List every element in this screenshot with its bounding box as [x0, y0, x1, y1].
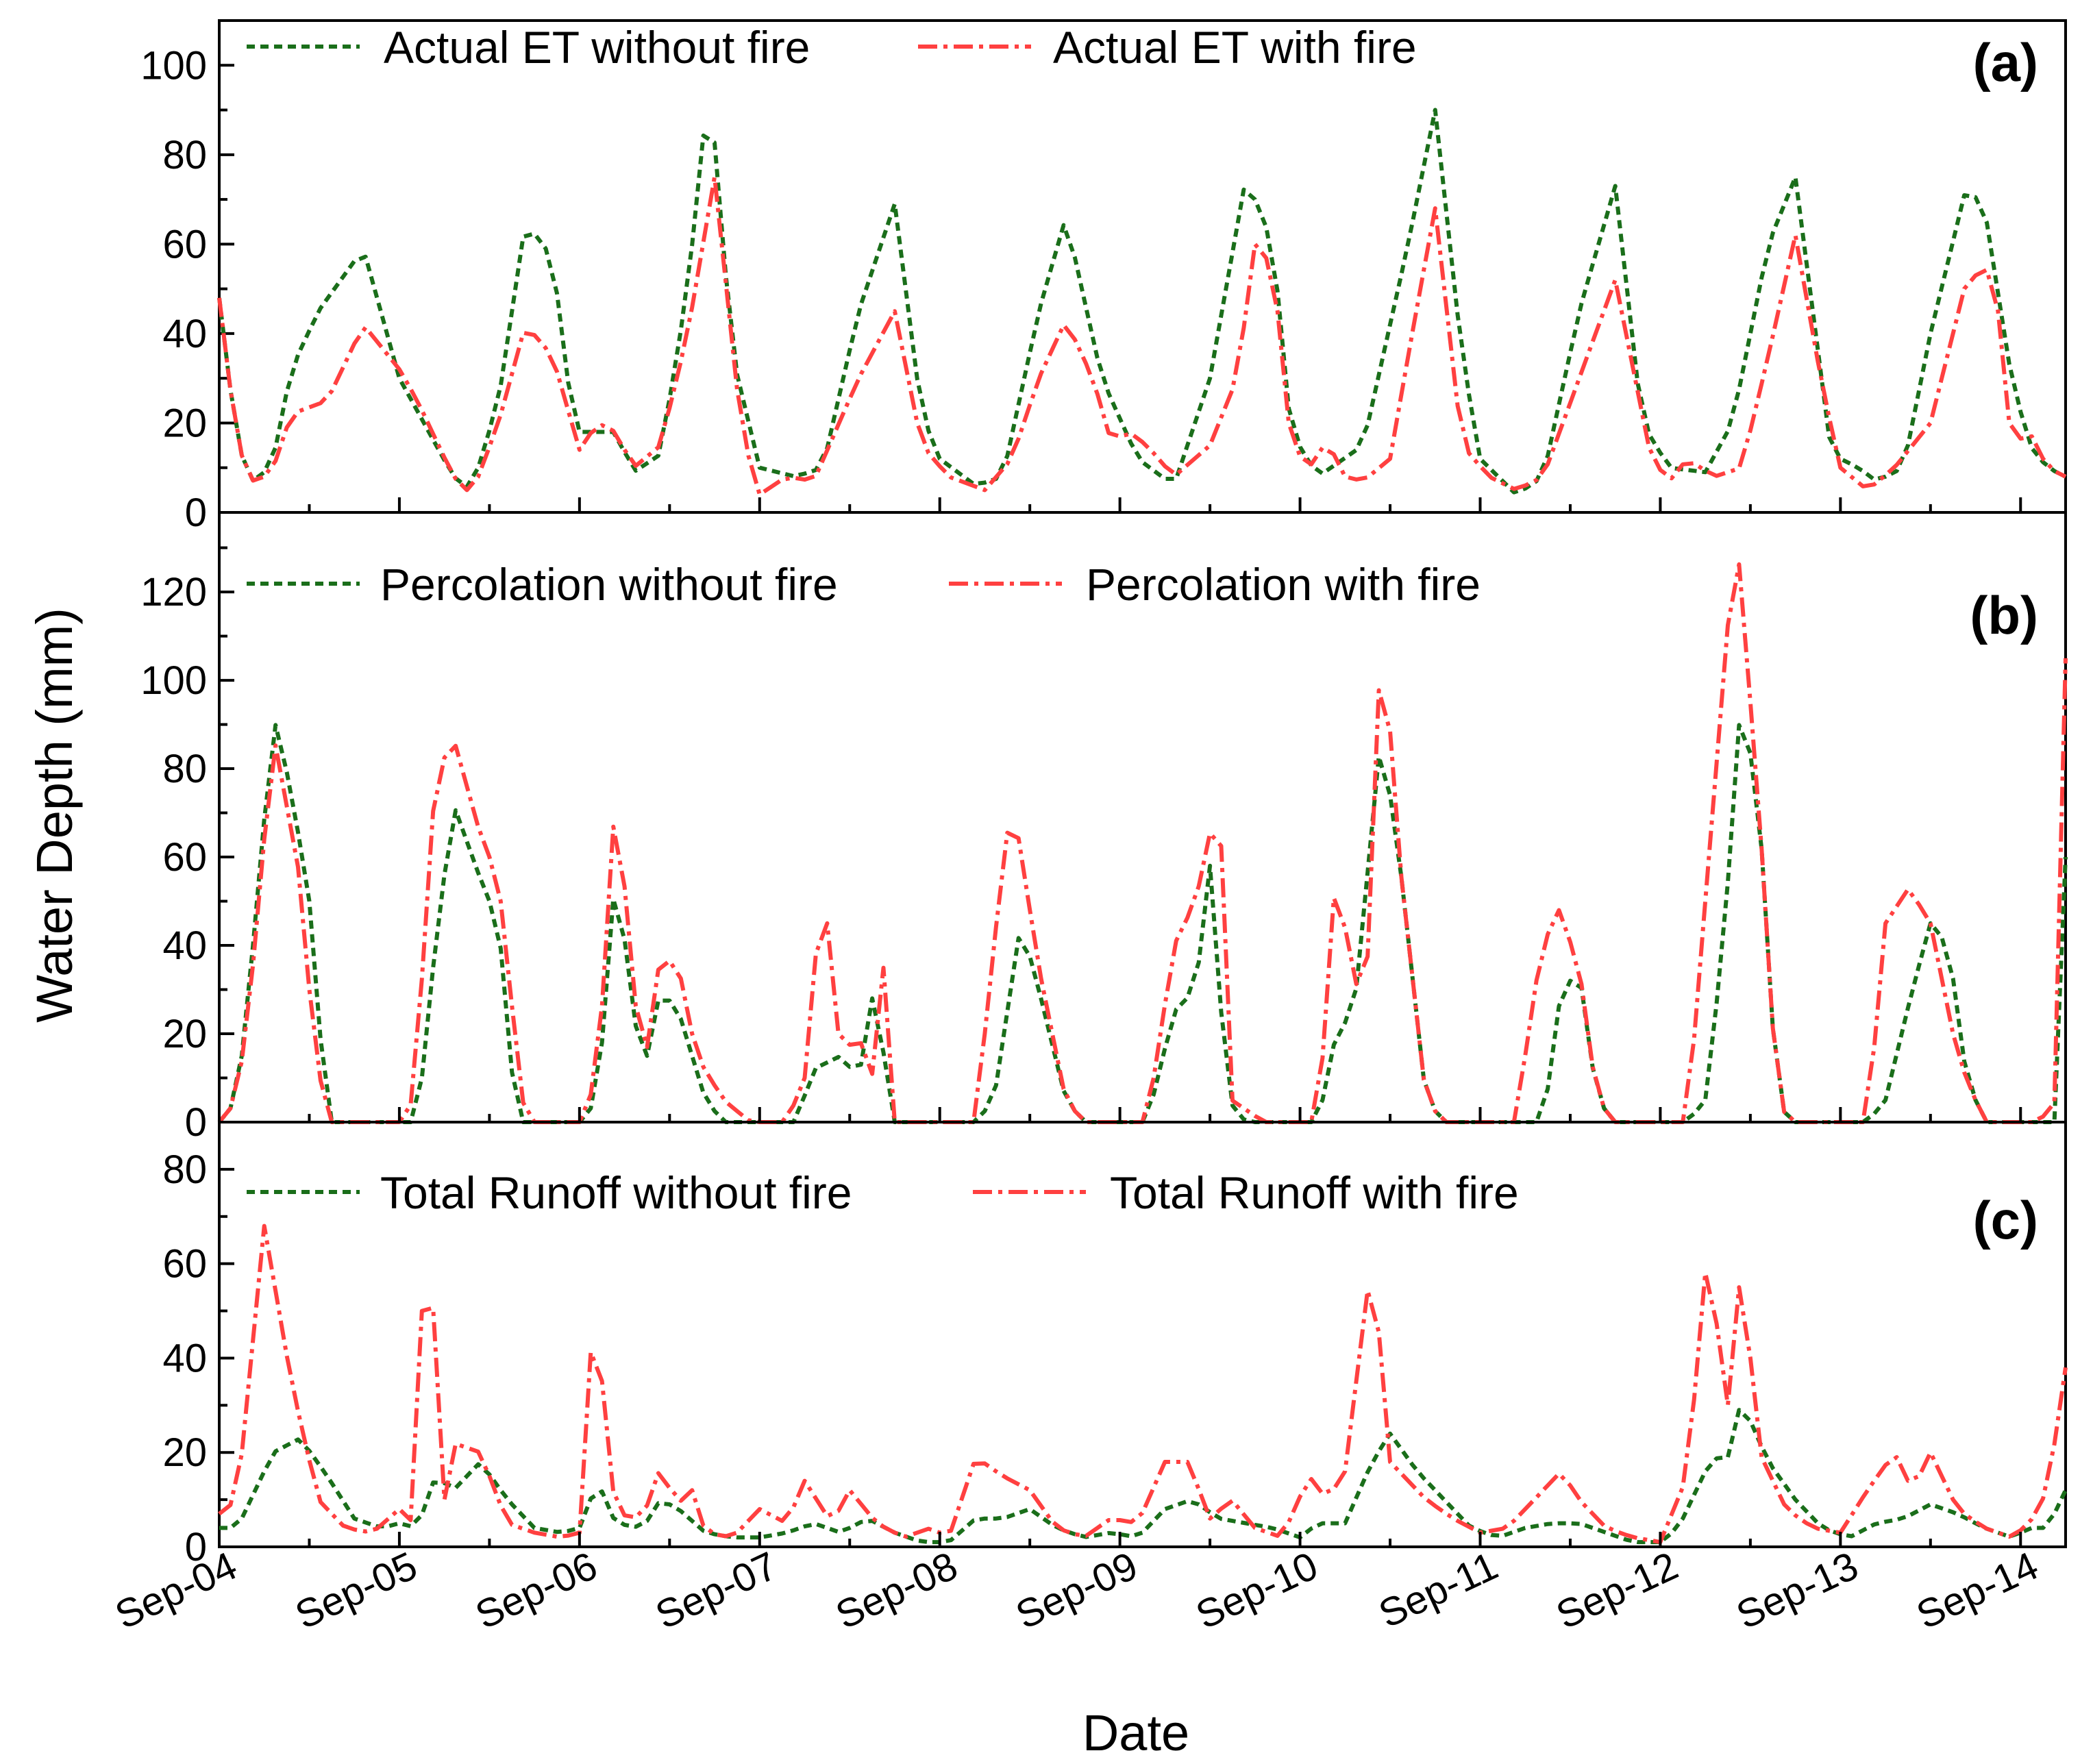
legend-c: Total Runoff without fire Total Runoff w…: [247, 1167, 1519, 1218]
legend-b-without-fire-label: Percolation without fire: [380, 559, 838, 610]
legend-c-with-fire-label: Total Runoff with fire: [1110, 1167, 1519, 1218]
panel-b-yticks: 0 20 40 60 80 100 120: [140, 546, 234, 1145]
x-tick-label: Sep-06: [469, 1543, 604, 1638]
panel-c-tag: (c): [1973, 1190, 2038, 1250]
x-axis: Sep-04 Sep-05 Sep-06 Sep-07 Sep-08 Sep-09 Sep-…: [109, 497, 2045, 1638]
panel-c-frame: [218, 1121, 2067, 1548]
x-tick-label: Sep-14: [1910, 1543, 2045, 1638]
panel-b-ytick-label: 60: [162, 835, 207, 880]
panel-b-ytick-label: 40: [162, 923, 207, 968]
panel-a-series: [217, 108, 2067, 497]
x-tick-label: Sep-05: [288, 1543, 423, 1638]
legend-a-without-fire-label: Actual ET without fire: [384, 22, 810, 73]
panel-b-series-with-fire: [217, 562, 2068, 1124]
panel-a-ytick-label: 60: [162, 222, 207, 266]
legend-b-with-fire-label: Percolation with fire: [1086, 559, 1481, 610]
panel-a-ytick-label: 80: [162, 133, 207, 177]
panel-a-yticks: 0 20 40 60 80 100: [140, 19, 234, 535]
panel-b-ytick-label: 0: [185, 1100, 207, 1145]
panel-c-ytick-label: 80: [162, 1147, 207, 1192]
x-tick-label: Sep-04: [109, 1543, 244, 1638]
panel-c-ytick-label: 20: [162, 1430, 207, 1475]
x-tick-label: Sep-07: [649, 1543, 784, 1638]
panel-c-ytick-label: 40: [162, 1336, 207, 1380]
panel-c-series: [218, 1223, 2068, 1545]
panel-c-ytick-label: 60: [162, 1242, 207, 1287]
x-tick-label: Sep-08: [829, 1543, 964, 1638]
x-axis-title: Date: [1082, 1704, 1189, 1761]
panel-b-tag: (b): [1970, 585, 2038, 645]
panel-b: 0 20 40 60 80 100 120 Percolation without fire…: [140, 511, 2068, 1145]
legend-a-with-fire-label: Actual ET with fire: [1053, 22, 1417, 73]
y-axis-title: Water Depth (mm): [26, 608, 83, 1023]
panel-a-series-with-fire: [217, 175, 2067, 497]
panel-a-ytick-label: 100: [140, 43, 207, 88]
x-tick-label: Sep-12: [1550, 1543, 1685, 1638]
panel-c: 0 20 40 60 80 Total Runoff without fire Tota…: [162, 1121, 2068, 1569]
panel-b-ytick-label: 20: [162, 1012, 207, 1056]
panel-a-ytick-label: 40: [162, 312, 207, 356]
panel-b-ytick-label: 120: [140, 570, 207, 614]
legend-b: Percolation without fire Percolation wit…: [247, 559, 1481, 610]
panel-b-series: [217, 562, 2068, 1124]
panel-a: 0 20 40 60 80 100 Actual ET without fire Actu…: [140, 19, 2067, 535]
panel-a-tag: (a): [1973, 32, 2038, 92]
panel-c-series-with-fire: [218, 1223, 2068, 1545]
panel-a-ytick-label: 0: [185, 490, 207, 535]
legend-a: Actual ET without fire Actual ET with fi…: [247, 22, 1417, 73]
x-tick-label: Sep-09: [1009, 1543, 1144, 1638]
panel-b-ytick-label: 100: [140, 658, 207, 703]
panel-c-yticks: 0 20 40 60 80: [162, 1121, 234, 1569]
x-tick-label: Sep-10: [1189, 1543, 1324, 1638]
panel-a-series-without-fire: [217, 108, 2067, 495]
legend-c-without-fire-label: Total Runoff without fire: [380, 1167, 852, 1218]
x-tick-label: Sep-13: [1730, 1543, 1865, 1638]
panel-b-series-without-fire: [217, 723, 2068, 1124]
panel-b-ytick-label: 80: [162, 747, 207, 791]
panel-c-series-without-fire: [219, 1408, 2068, 1545]
panel-c-ytick-label: 0: [185, 1525, 207, 1569]
x-tick-label: Sep-11: [1372, 1543, 1504, 1637]
panel-a-ytick-label: 20: [162, 401, 207, 445]
